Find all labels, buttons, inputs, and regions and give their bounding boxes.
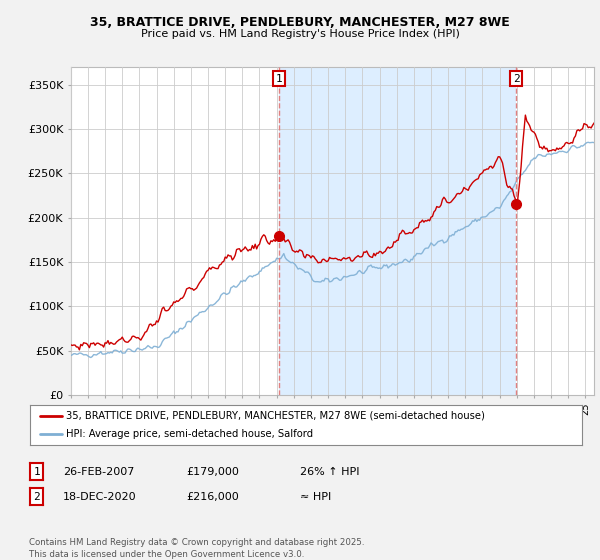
- Text: 26-FEB-2007: 26-FEB-2007: [63, 466, 134, 477]
- Text: £179,000: £179,000: [186, 466, 239, 477]
- Text: 18-DEC-2020: 18-DEC-2020: [63, 492, 137, 502]
- Text: HPI: Average price, semi-detached house, Salford: HPI: Average price, semi-detached house,…: [66, 430, 313, 439]
- Text: 35, BRATTICE DRIVE, PENDLEBURY, MANCHESTER, M27 8WE (semi-detached house): 35, BRATTICE DRIVE, PENDLEBURY, MANCHEST…: [66, 411, 485, 421]
- Text: 1: 1: [33, 466, 40, 477]
- Text: ≈ HPI: ≈ HPI: [300, 492, 331, 502]
- Text: 1: 1: [275, 74, 282, 83]
- Text: 2: 2: [33, 492, 40, 502]
- Text: £216,000: £216,000: [186, 492, 239, 502]
- Text: Contains HM Land Registry data © Crown copyright and database right 2025.
This d: Contains HM Land Registry data © Crown c…: [29, 538, 364, 559]
- Text: 2: 2: [513, 74, 520, 83]
- Bar: [279, 67, 516, 395]
- Text: 26% ↑ HPI: 26% ↑ HPI: [300, 466, 359, 477]
- Text: Price paid vs. HM Land Registry's House Price Index (HPI): Price paid vs. HM Land Registry's House …: [140, 29, 460, 39]
- Text: 35, BRATTICE DRIVE, PENDLEBURY, MANCHESTER, M27 8WE: 35, BRATTICE DRIVE, PENDLEBURY, MANCHEST…: [90, 16, 510, 29]
